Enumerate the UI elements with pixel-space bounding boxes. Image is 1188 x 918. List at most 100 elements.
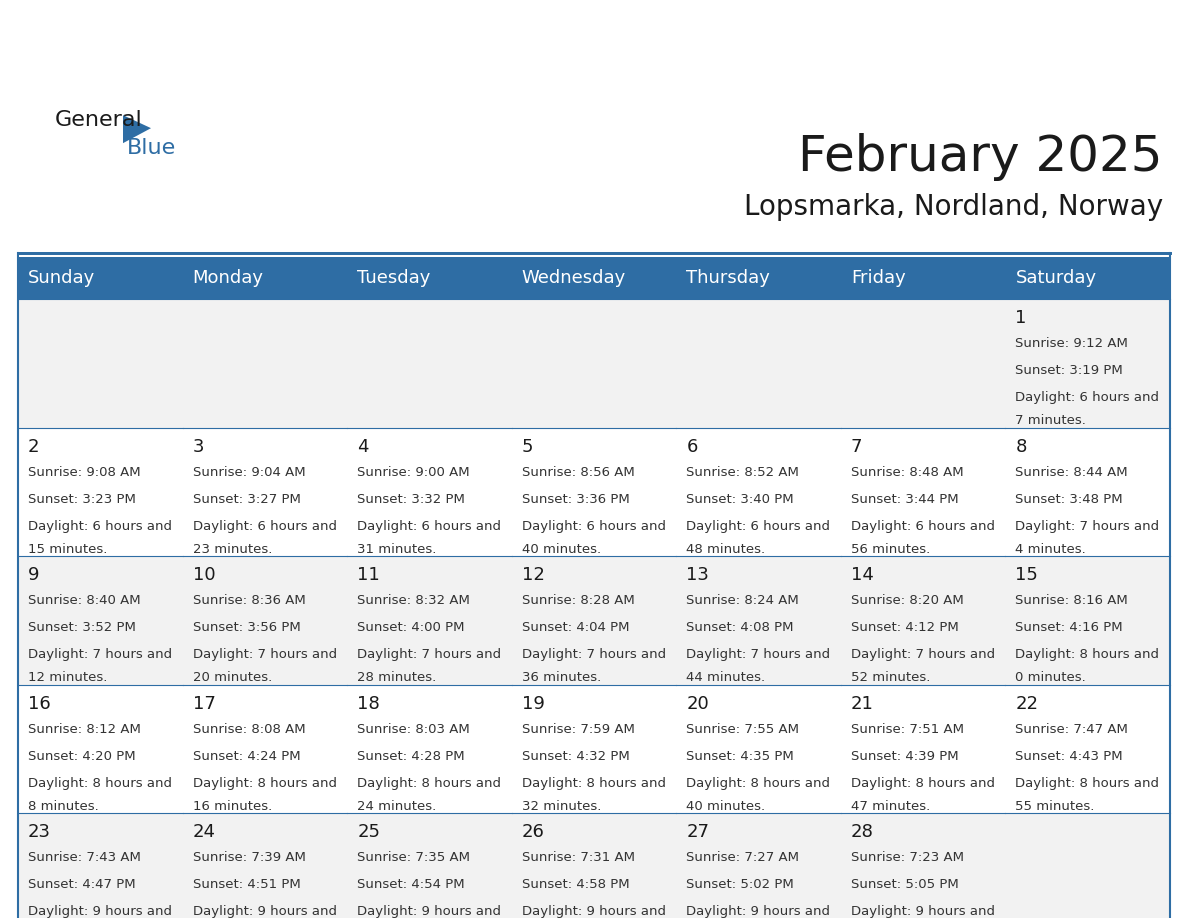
Text: Daylight: 6 hours and: Daylight: 6 hours and xyxy=(192,520,336,532)
Text: Sunset: 3:56 PM: Sunset: 3:56 PM xyxy=(192,621,301,634)
Text: Sunrise: 7:51 AM: Sunrise: 7:51 AM xyxy=(851,722,963,736)
Text: Daylight: 6 hours and: Daylight: 6 hours and xyxy=(851,520,994,532)
Text: 4 minutes.: 4 minutes. xyxy=(1016,543,1086,555)
Bar xyxy=(512,299,676,428)
Polygon shape xyxy=(124,115,151,143)
Bar xyxy=(512,813,676,918)
Bar xyxy=(183,299,347,428)
Text: Daylight: 8 hours and: Daylight: 8 hours and xyxy=(192,777,336,789)
Text: Lopsmarka, Nordland, Norway: Lopsmarka, Nordland, Norway xyxy=(744,193,1163,221)
Text: Sunrise: 8:03 AM: Sunrise: 8:03 AM xyxy=(358,722,470,736)
Text: Sunrise: 8:48 AM: Sunrise: 8:48 AM xyxy=(851,465,963,478)
Text: Saturday: Saturday xyxy=(1016,269,1097,287)
Text: Sunrise: 7:35 AM: Sunrise: 7:35 AM xyxy=(358,851,470,865)
Text: Sunset: 4:00 PM: Sunset: 4:00 PM xyxy=(358,621,465,634)
Text: Friday: Friday xyxy=(851,269,905,287)
Text: 22: 22 xyxy=(1016,695,1038,712)
Bar xyxy=(1005,556,1170,685)
Text: Sunrise: 9:08 AM: Sunrise: 9:08 AM xyxy=(29,465,140,478)
Text: Sunrise: 8:28 AM: Sunrise: 8:28 AM xyxy=(522,594,634,607)
Text: Monday: Monday xyxy=(192,269,264,287)
Text: Sunrise: 8:08 AM: Sunrise: 8:08 AM xyxy=(192,722,305,736)
Text: 36 minutes.: 36 minutes. xyxy=(522,671,601,684)
Text: 52 minutes.: 52 minutes. xyxy=(851,671,930,684)
Bar xyxy=(18,813,183,918)
Text: Daylight: 7 hours and: Daylight: 7 hours and xyxy=(29,648,172,661)
Text: Sunrise: 8:24 AM: Sunrise: 8:24 AM xyxy=(687,594,800,607)
Bar xyxy=(347,556,512,685)
Text: Daylight: 7 hours and: Daylight: 7 hours and xyxy=(1016,520,1159,532)
Bar xyxy=(676,299,841,428)
Text: Wednesday: Wednesday xyxy=(522,269,626,287)
Text: Daylight: 6 hours and: Daylight: 6 hours and xyxy=(1016,391,1159,404)
Text: 56 minutes.: 56 minutes. xyxy=(851,543,930,555)
Bar xyxy=(512,685,676,813)
Bar xyxy=(676,257,841,299)
Text: Daylight: 7 hours and: Daylight: 7 hours and xyxy=(851,648,996,661)
Text: Sunset: 3:32 PM: Sunset: 3:32 PM xyxy=(358,493,465,506)
Bar xyxy=(18,257,183,299)
Text: Sunrise: 8:52 AM: Sunrise: 8:52 AM xyxy=(687,465,800,478)
Text: Sunrise: 7:31 AM: Sunrise: 7:31 AM xyxy=(522,851,634,865)
Text: Sunset: 4:39 PM: Sunset: 4:39 PM xyxy=(851,750,959,763)
Text: 28: 28 xyxy=(851,823,873,842)
Text: Daylight: 8 hours and: Daylight: 8 hours and xyxy=(358,777,501,789)
Text: 32 minutes.: 32 minutes. xyxy=(522,800,601,812)
Bar xyxy=(183,813,347,918)
Text: Sunrise: 9:00 AM: Sunrise: 9:00 AM xyxy=(358,465,469,478)
Text: Sunrise: 8:16 AM: Sunrise: 8:16 AM xyxy=(1016,594,1129,607)
Text: 10: 10 xyxy=(192,566,215,584)
Text: Sunday: Sunday xyxy=(29,269,95,287)
Bar xyxy=(18,299,183,428)
Text: 40 minutes.: 40 minutes. xyxy=(522,543,601,555)
Text: Sunrise: 7:23 AM: Sunrise: 7:23 AM xyxy=(851,851,963,865)
Bar xyxy=(347,428,512,556)
Bar xyxy=(347,685,512,813)
Text: 9: 9 xyxy=(29,566,39,584)
Text: 23 minutes.: 23 minutes. xyxy=(192,543,272,555)
Bar xyxy=(183,685,347,813)
Text: 18: 18 xyxy=(358,695,380,712)
Text: Sunrise: 8:12 AM: Sunrise: 8:12 AM xyxy=(29,722,141,736)
Text: Daylight: 6 hours and: Daylight: 6 hours and xyxy=(687,520,830,532)
Text: 8: 8 xyxy=(1016,438,1026,455)
Text: Sunrise: 8:44 AM: Sunrise: 8:44 AM xyxy=(1016,465,1129,478)
Text: Sunset: 4:12 PM: Sunset: 4:12 PM xyxy=(851,621,959,634)
Text: Sunset: 5:02 PM: Sunset: 5:02 PM xyxy=(687,879,794,891)
Bar xyxy=(18,428,183,556)
Text: 20 minutes.: 20 minutes. xyxy=(192,671,272,684)
Text: Daylight: 9 hours and: Daylight: 9 hours and xyxy=(29,905,172,918)
Text: Sunrise: 7:27 AM: Sunrise: 7:27 AM xyxy=(687,851,800,865)
Text: 13: 13 xyxy=(687,566,709,584)
Text: Sunrise: 7:47 AM: Sunrise: 7:47 AM xyxy=(1016,722,1129,736)
Text: 8 minutes.: 8 minutes. xyxy=(29,800,99,812)
Text: 23: 23 xyxy=(29,823,51,842)
Text: 2: 2 xyxy=(29,438,39,455)
Bar xyxy=(18,556,183,685)
Bar xyxy=(676,685,841,813)
Bar xyxy=(841,813,1005,918)
Bar xyxy=(841,299,1005,428)
Text: Daylight: 9 hours and: Daylight: 9 hours and xyxy=(687,905,830,918)
Bar xyxy=(841,685,1005,813)
Text: 7: 7 xyxy=(851,438,862,455)
Text: Sunrise: 8:20 AM: Sunrise: 8:20 AM xyxy=(851,594,963,607)
Text: 14: 14 xyxy=(851,566,873,584)
Bar xyxy=(183,257,347,299)
Text: 16: 16 xyxy=(29,695,51,712)
Text: 31 minutes.: 31 minutes. xyxy=(358,543,436,555)
Bar xyxy=(676,428,841,556)
Text: Daylight: 9 hours and: Daylight: 9 hours and xyxy=(192,905,336,918)
Text: Sunset: 3:52 PM: Sunset: 3:52 PM xyxy=(29,621,135,634)
Text: Sunset: 4:20 PM: Sunset: 4:20 PM xyxy=(29,750,135,763)
Text: 20: 20 xyxy=(687,695,709,712)
Text: Tuesday: Tuesday xyxy=(358,269,430,287)
Text: 44 minutes.: 44 minutes. xyxy=(687,671,765,684)
Bar xyxy=(512,257,676,299)
Text: 15: 15 xyxy=(1016,566,1038,584)
Text: 40 minutes.: 40 minutes. xyxy=(687,800,765,812)
Text: 27: 27 xyxy=(687,823,709,842)
Bar xyxy=(1005,813,1170,918)
Text: Sunrise: 9:12 AM: Sunrise: 9:12 AM xyxy=(1016,337,1129,350)
Text: 24 minutes.: 24 minutes. xyxy=(358,800,436,812)
